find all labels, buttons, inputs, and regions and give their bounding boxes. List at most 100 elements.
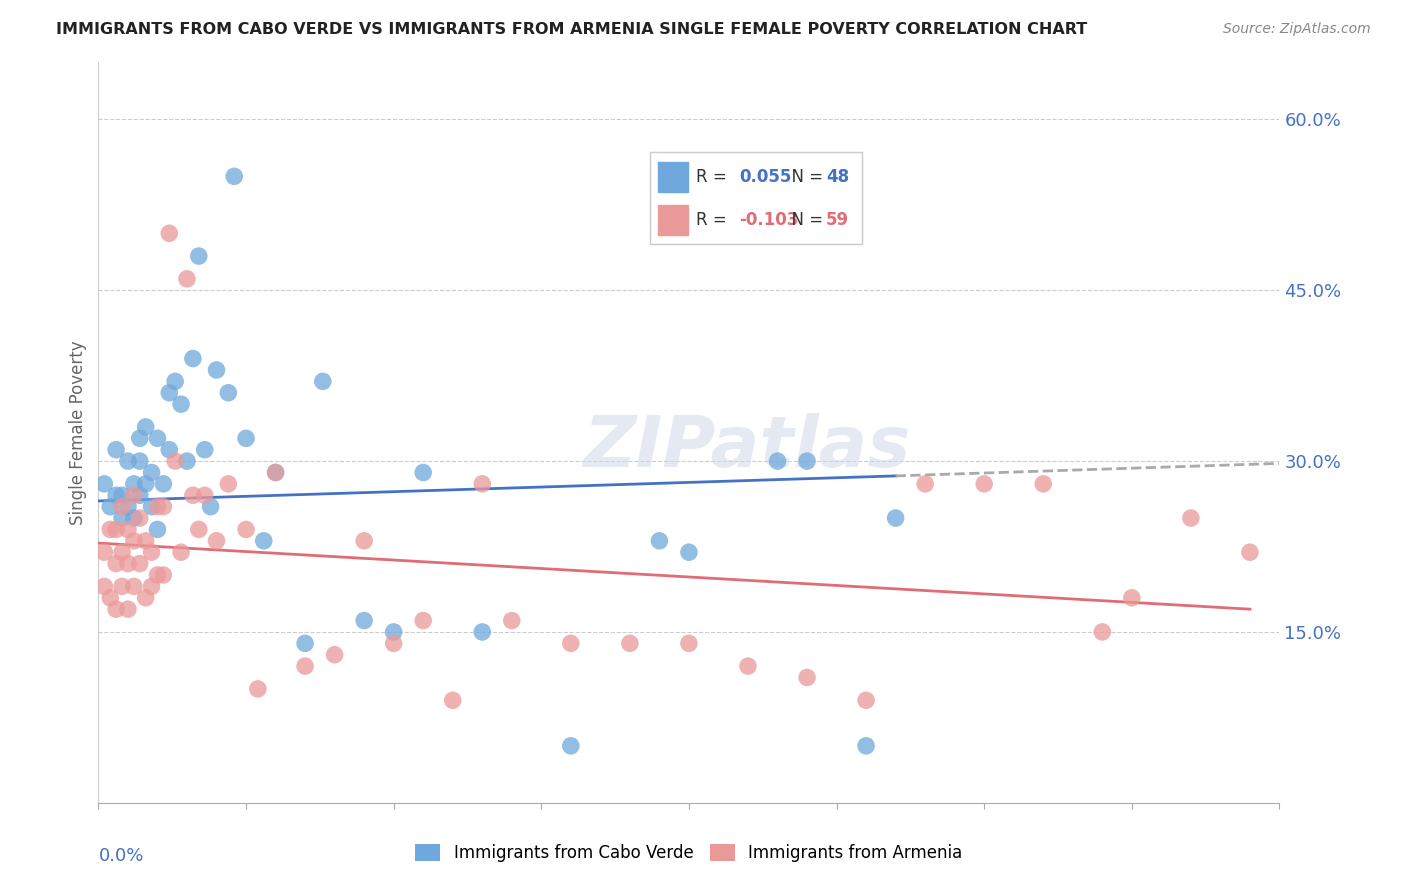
Point bbox=[855, 693, 877, 707]
Point bbox=[141, 545, 163, 559]
Point bbox=[111, 511, 134, 525]
Point bbox=[766, 454, 789, 468]
Point bbox=[501, 614, 523, 628]
Point bbox=[1032, 476, 1054, 491]
Point bbox=[194, 442, 217, 457]
Point bbox=[264, 466, 287, 480]
Point bbox=[1121, 591, 1143, 605]
Point bbox=[560, 636, 582, 650]
Point bbox=[294, 659, 316, 673]
Point bbox=[141, 579, 163, 593]
Text: -0.103: -0.103 bbox=[740, 211, 799, 229]
Point bbox=[128, 488, 150, 502]
Text: N =: N = bbox=[782, 168, 830, 186]
Point bbox=[619, 636, 641, 650]
Point bbox=[135, 476, 157, 491]
Text: N =: N = bbox=[782, 211, 830, 229]
Point bbox=[165, 375, 187, 389]
Point bbox=[737, 659, 759, 673]
Point bbox=[146, 431, 169, 445]
Point bbox=[128, 431, 150, 445]
Point bbox=[205, 363, 228, 377]
Point bbox=[1180, 511, 1202, 525]
Point bbox=[135, 420, 157, 434]
Y-axis label: Single Female Poverty: Single Female Poverty bbox=[69, 341, 87, 524]
Text: R =: R = bbox=[696, 168, 733, 186]
Point bbox=[122, 488, 145, 502]
Point bbox=[146, 568, 169, 582]
Point bbox=[973, 476, 995, 491]
Point bbox=[235, 431, 257, 445]
Point bbox=[382, 624, 405, 639]
Point bbox=[111, 488, 134, 502]
Point bbox=[117, 557, 139, 571]
Point bbox=[294, 636, 316, 650]
Legend: Immigrants from Cabo Verde, Immigrants from Armenia: Immigrants from Cabo Verde, Immigrants f… bbox=[409, 837, 969, 869]
Point bbox=[165, 454, 187, 468]
Text: IMMIGRANTS FROM CABO VERDE VS IMMIGRANTS FROM ARMENIA SINGLE FEMALE POVERTY CORR: IMMIGRANTS FROM CABO VERDE VS IMMIGRANTS… bbox=[56, 22, 1087, 37]
Point bbox=[152, 476, 174, 491]
Point bbox=[194, 488, 217, 502]
Point bbox=[176, 454, 198, 468]
Point bbox=[157, 227, 180, 241]
Point bbox=[914, 476, 936, 491]
Point bbox=[181, 351, 204, 366]
Point bbox=[187, 249, 209, 263]
Text: ZIPatlas: ZIPatlas bbox=[585, 413, 911, 482]
Point bbox=[382, 636, 405, 650]
Point bbox=[796, 454, 818, 468]
Point bbox=[648, 533, 671, 548]
Point bbox=[105, 488, 128, 502]
Point bbox=[678, 545, 700, 559]
Point bbox=[678, 636, 700, 650]
Point bbox=[217, 385, 239, 400]
Point bbox=[170, 545, 193, 559]
Point bbox=[412, 614, 434, 628]
Point bbox=[105, 442, 128, 457]
Point bbox=[157, 385, 180, 400]
Point bbox=[98, 500, 121, 514]
Point bbox=[111, 579, 134, 593]
Point bbox=[117, 454, 139, 468]
Point bbox=[93, 476, 115, 491]
Point bbox=[122, 579, 145, 593]
Point bbox=[855, 739, 877, 753]
Point bbox=[105, 602, 128, 616]
Point bbox=[135, 591, 157, 605]
Point bbox=[353, 533, 375, 548]
Point bbox=[246, 681, 269, 696]
Text: 59: 59 bbox=[827, 211, 849, 229]
Text: 0.055: 0.055 bbox=[740, 168, 792, 186]
Point bbox=[181, 488, 204, 502]
Point bbox=[441, 693, 464, 707]
Point bbox=[105, 523, 128, 537]
Point bbox=[1091, 624, 1114, 639]
Point bbox=[264, 466, 287, 480]
Point bbox=[157, 442, 180, 457]
Point bbox=[141, 466, 163, 480]
Point bbox=[1239, 545, 1261, 559]
Point bbox=[98, 591, 121, 605]
Point bbox=[471, 624, 494, 639]
Point bbox=[412, 466, 434, 480]
Point bbox=[353, 614, 375, 628]
Point bbox=[111, 500, 134, 514]
Point bbox=[122, 476, 145, 491]
Point bbox=[170, 397, 193, 411]
Point bbox=[93, 545, 115, 559]
Point bbox=[128, 557, 150, 571]
Point bbox=[117, 602, 139, 616]
Point bbox=[312, 375, 335, 389]
Text: 0.0%: 0.0% bbox=[98, 847, 143, 865]
Text: Source: ZipAtlas.com: Source: ZipAtlas.com bbox=[1223, 22, 1371, 37]
Point bbox=[128, 511, 150, 525]
Point bbox=[117, 523, 139, 537]
Point bbox=[187, 523, 209, 537]
Point bbox=[135, 533, 157, 548]
Point bbox=[111, 545, 134, 559]
Text: R =: R = bbox=[696, 211, 733, 229]
Point bbox=[146, 500, 169, 514]
Point bbox=[146, 523, 169, 537]
Point bbox=[253, 533, 276, 548]
Bar bbox=[658, 161, 688, 192]
